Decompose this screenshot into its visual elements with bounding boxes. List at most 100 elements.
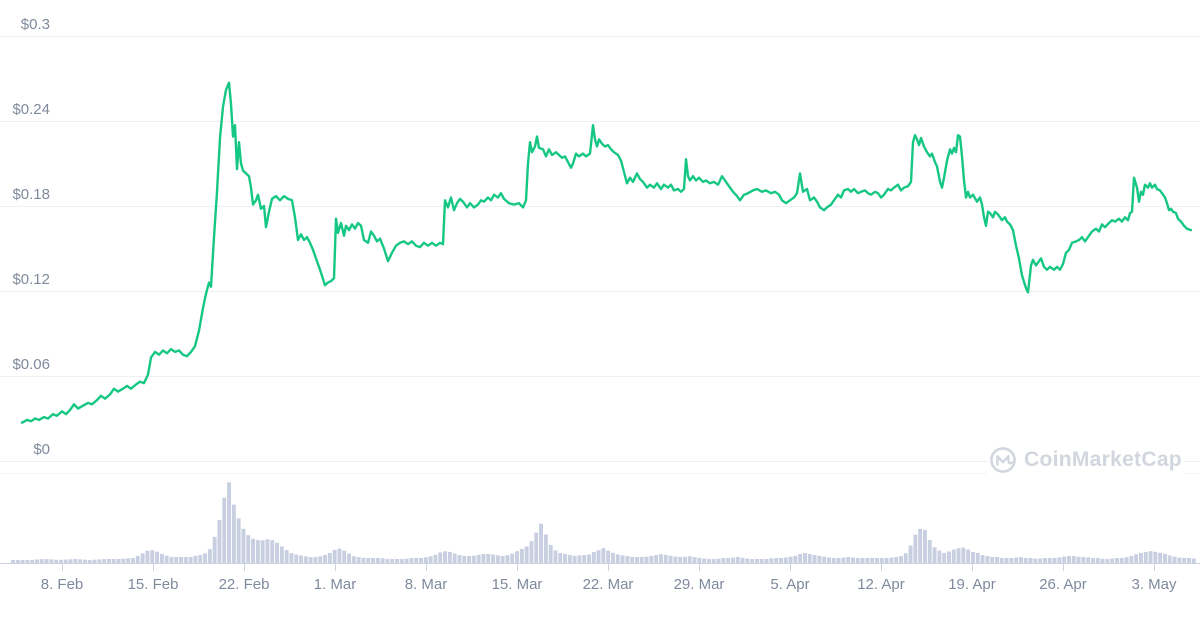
volume-bar: [894, 557, 899, 563]
volume-bar: [471, 555, 476, 563]
x-tick-label: 22. Feb: [219, 576, 270, 593]
volume-bar: [644, 556, 649, 563]
volume-bar: [1143, 552, 1148, 563]
volume-bar: [711, 559, 716, 563]
volume-bar: [414, 558, 419, 563]
volume-bar: [990, 557, 995, 563]
volume-bar: [265, 539, 270, 563]
volume-bar: [438, 552, 443, 563]
volume-bar: [999, 558, 1004, 563]
volume-bar: [356, 557, 361, 563]
volume-bar: [779, 558, 783, 563]
volume-bar: [615, 554, 620, 563]
volume-bar: [462, 555, 467, 563]
volume-bar: [865, 558, 870, 563]
volume-bar: [409, 558, 414, 563]
volume-bar: [932, 547, 937, 563]
volume-bar: [246, 535, 251, 563]
volume-bar: [961, 547, 966, 563]
volume-bar: [284, 550, 289, 563]
volume-bar: [764, 558, 769, 563]
volume-bar: [375, 558, 380, 563]
y-tick-label: $0.18: [12, 186, 50, 203]
volume-bar: [68, 559, 73, 563]
volume-bar: [73, 559, 78, 563]
volume-bar: [1110, 558, 1115, 563]
volume-bar: [673, 556, 678, 563]
volume-bar: [1076, 556, 1081, 563]
volume-bar: [841, 557, 846, 563]
volume-bar: [1033, 558, 1038, 563]
volume-bar: [1158, 552, 1163, 563]
volume-bars: [11, 482, 1196, 563]
volume-bar: [639, 557, 644, 563]
volume-bar: [707, 559, 711, 563]
volume-bar: [1139, 552, 1143, 563]
volume-bar: [92, 559, 97, 563]
volume-bar: [1071, 556, 1076, 563]
volume-bar: [241, 528, 246, 563]
volume-bar: [188, 556, 193, 563]
volume-bar: [135, 555, 140, 563]
volume-bar: [903, 553, 908, 563]
volume-bar: [534, 532, 539, 563]
volume-bar: [759, 559, 764, 563]
volume-bar: [1019, 557, 1023, 563]
volume-bar: [193, 555, 198, 563]
volume-bar: [1009, 558, 1014, 563]
volume-bar: [174, 557, 179, 563]
y-tick-label: $0: [33, 441, 50, 458]
volume-bar: [227, 482, 231, 563]
volume-bar: [1028, 558, 1033, 563]
volume-bar: [519, 548, 524, 563]
volume-bar: [1014, 557, 1019, 563]
volume-bar: [102, 559, 107, 563]
volume-bar: [831, 558, 836, 563]
volume-bar: [798, 554, 803, 563]
volume-bar: [807, 554, 812, 563]
volume-bar: [212, 536, 217, 563]
volume-bar: [289, 553, 294, 563]
volume-bar: [591, 552, 596, 563]
volume-bar: [1129, 555, 1134, 563]
volume-bar: [35, 559, 39, 563]
volume-bar: [351, 556, 356, 563]
volume-bar: [587, 554, 591, 563]
volume-bar: [726, 558, 731, 563]
volume-bar: [875, 558, 879, 563]
volume-bar: [1177, 557, 1182, 563]
volume-bar: [995, 557, 999, 563]
volume-bar: [255, 540, 260, 563]
volume-bar: [361, 557, 366, 563]
volume-bar: [683, 556, 687, 563]
volume-bar: [452, 553, 457, 563]
volume-bar: [855, 558, 860, 563]
gridlines: [0, 36, 1200, 474]
volume-bar: [428, 556, 433, 563]
volume-bar: [836, 558, 841, 563]
x-tick-label: 1. Mar: [314, 576, 357, 593]
volume-bar: [659, 554, 663, 563]
volume-bar: [443, 551, 447, 563]
volume-bar: [251, 538, 255, 563]
volume-bar: [279, 546, 284, 563]
volume-bar: [563, 554, 567, 563]
volume-bar: [332, 550, 337, 563]
volume-bar: [44, 559, 49, 563]
volume-bar: [236, 518, 241, 563]
volume-bar: [951, 549, 956, 563]
volume-bar: [1091, 558, 1095, 563]
volume-bar: [870, 558, 875, 563]
volume-bar: [942, 553, 947, 563]
volume-bar: [457, 555, 462, 563]
volume-bar: [1081, 557, 1086, 563]
volume-bar: [347, 553, 351, 563]
volume-bar: [918, 528, 923, 563]
volume-bar: [491, 554, 495, 563]
volume-bar: [198, 554, 203, 563]
volume-bar: [755, 559, 759, 563]
volume-bar: [735, 557, 740, 563]
y-tick-label: $0.24: [12, 101, 50, 118]
